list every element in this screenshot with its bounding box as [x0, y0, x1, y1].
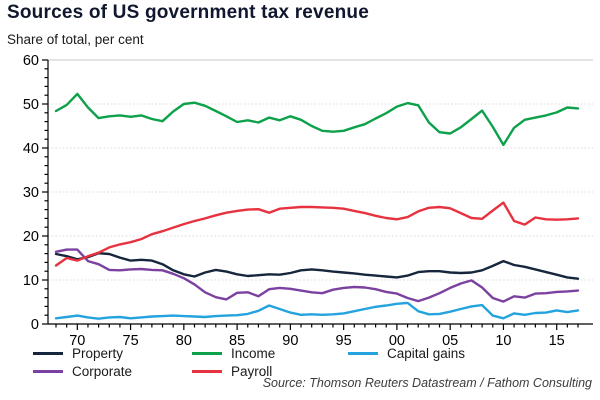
x-tick-label: 80: [176, 333, 192, 348]
legend-item-payroll: Payroll: [192, 362, 275, 380]
legend-item-capital-gains: Capital gains: [348, 344, 465, 362]
source-credit: Source: Thomson Reuters Datastream / Fat…: [262, 376, 592, 390]
y-tick-label: 50: [23, 97, 39, 113]
x-tick-label: 00: [389, 333, 405, 348]
y-tick-label: 40: [23, 141, 39, 157]
legend-label-corporate: Corporate: [72, 363, 133, 379]
legend-swatch-property: [33, 351, 63, 355]
y-tick-label: 60: [23, 53, 39, 69]
legend-label-property: Property: [72, 345, 124, 361]
tax-revenue-line-chart: 0 10 20 30 40 50 60 70 75 80 85 90 95 00 05 10 15: [23, 53, 593, 348]
x-tick-label: 85: [229, 333, 245, 348]
legend-column-2: Capital gains: [348, 344, 465, 362]
legend-label-income: Income: [231, 345, 276, 361]
x-tick-label: 95: [336, 333, 352, 348]
legend-item-property: Property: [33, 344, 132, 362]
series-line-income: [54, 92, 580, 147]
series-line-corporate: [54, 248, 580, 303]
y-tick-label: 30: [23, 185, 39, 201]
legend-swatch-corporate: [33, 369, 63, 373]
legend-label-payroll: Payroll: [231, 363, 273, 379]
x-tick-label: 10: [495, 333, 511, 348]
x-tick-label: 05: [442, 333, 458, 348]
page-title: Sources of US government tax revenue: [7, 2, 369, 23]
x-tick-label: 70: [69, 333, 85, 348]
legend-swatch-payroll: [192, 369, 222, 373]
series-line-payroll: [54, 201, 580, 267]
legend-label-capital-gains: Capital gains: [387, 345, 466, 361]
legend-item-income: Income: [192, 344, 275, 362]
legend-column-1: Income Payroll: [192, 344, 275, 380]
legend-item-corporate: Corporate: [33, 362, 132, 380]
legend-swatch-capital-gains: [348, 351, 378, 355]
legend-column-0: Property Corporate: [33, 344, 132, 380]
x-tick-label: 15: [549, 333, 565, 348]
x-tick-label: 75: [123, 333, 139, 348]
x-tick-label: 90: [282, 333, 298, 348]
series-line-capital-gains: [54, 301, 580, 320]
chart-subtitle: Share of total, per cent: [7, 32, 144, 47]
legend-swatch-income: [192, 351, 222, 355]
y-tick-label: 10: [23, 273, 39, 289]
y-tick-label: 0: [31, 317, 39, 333]
chart-legend: Property Corporate Income Payroll Capital ga…: [0, 344, 600, 380]
series-line-property: [54, 251, 580, 280]
y-tick-label: 20: [23, 229, 39, 245]
